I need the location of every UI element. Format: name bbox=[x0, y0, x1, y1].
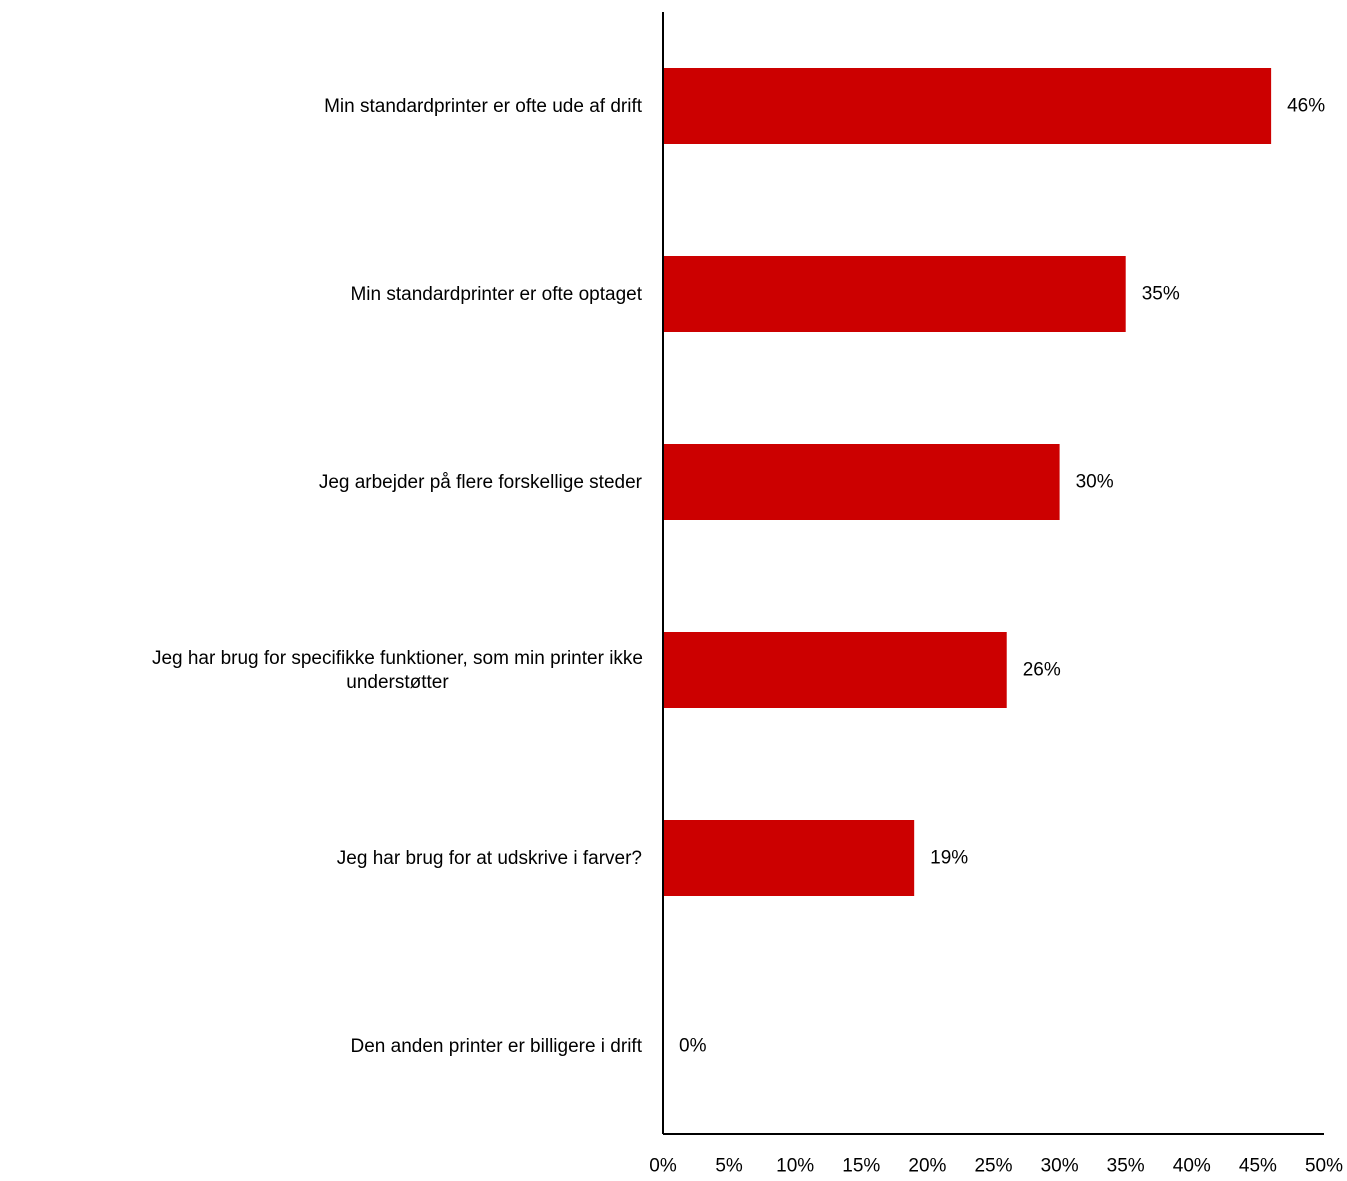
category-label: Jeg har brug for at udskrive i farver? bbox=[337, 848, 642, 869]
x-tick-labels: 0% 5% 10% 15% 20% 25% 30% 35% 40% 45% 50% bbox=[649, 1156, 1343, 1177]
x-tick-label: 50% bbox=[1305, 1156, 1343, 1177]
category-labels: Min standardprinter er ofte ude af drift… bbox=[152, 96, 643, 1057]
x-tick-label: 0% bbox=[649, 1156, 677, 1177]
bar bbox=[663, 632, 1007, 708]
x-tick-label: 40% bbox=[1173, 1156, 1211, 1177]
x-tick-label: 15% bbox=[842, 1156, 880, 1177]
data-label: 26% bbox=[1023, 660, 1061, 681]
bar bbox=[663, 68, 1272, 144]
x-tick-label: 35% bbox=[1107, 1156, 1145, 1177]
category-label: Min standardprinter er ofte optaget bbox=[350, 284, 642, 305]
category-label: Den anden printer er billigere i drift bbox=[351, 1036, 643, 1057]
data-label: 0% bbox=[679, 1036, 707, 1057]
category-label: Min standardprinter er ofte ude af drift bbox=[324, 96, 643, 117]
data-label: 46% bbox=[1287, 96, 1325, 117]
x-tick-label: 45% bbox=[1239, 1156, 1277, 1177]
axes bbox=[662, 12, 1324, 1135]
category-label: Jeg arbejder på flere forskellige steder bbox=[319, 472, 643, 493]
data-label: 19% bbox=[930, 848, 968, 869]
bar bbox=[663, 444, 1060, 520]
category-label: Jeg har brug for specifikke funktioner, … bbox=[152, 648, 643, 693]
x-tick-label: 5% bbox=[715, 1156, 743, 1177]
data-label: 35% bbox=[1142, 284, 1180, 305]
data-labels: 46% 35% 30% 26% 19% 0% bbox=[679, 96, 1325, 1057]
data-label: 30% bbox=[1076, 472, 1114, 493]
x-tick-label: 30% bbox=[1041, 1156, 1079, 1177]
x-tick-label: 10% bbox=[776, 1156, 814, 1177]
bars-layer bbox=[663, 68, 1272, 896]
x-tick-label: 20% bbox=[908, 1156, 946, 1177]
x-tick-label: 25% bbox=[974, 1156, 1012, 1177]
bar bbox=[663, 820, 915, 896]
bar bbox=[663, 256, 1126, 332]
